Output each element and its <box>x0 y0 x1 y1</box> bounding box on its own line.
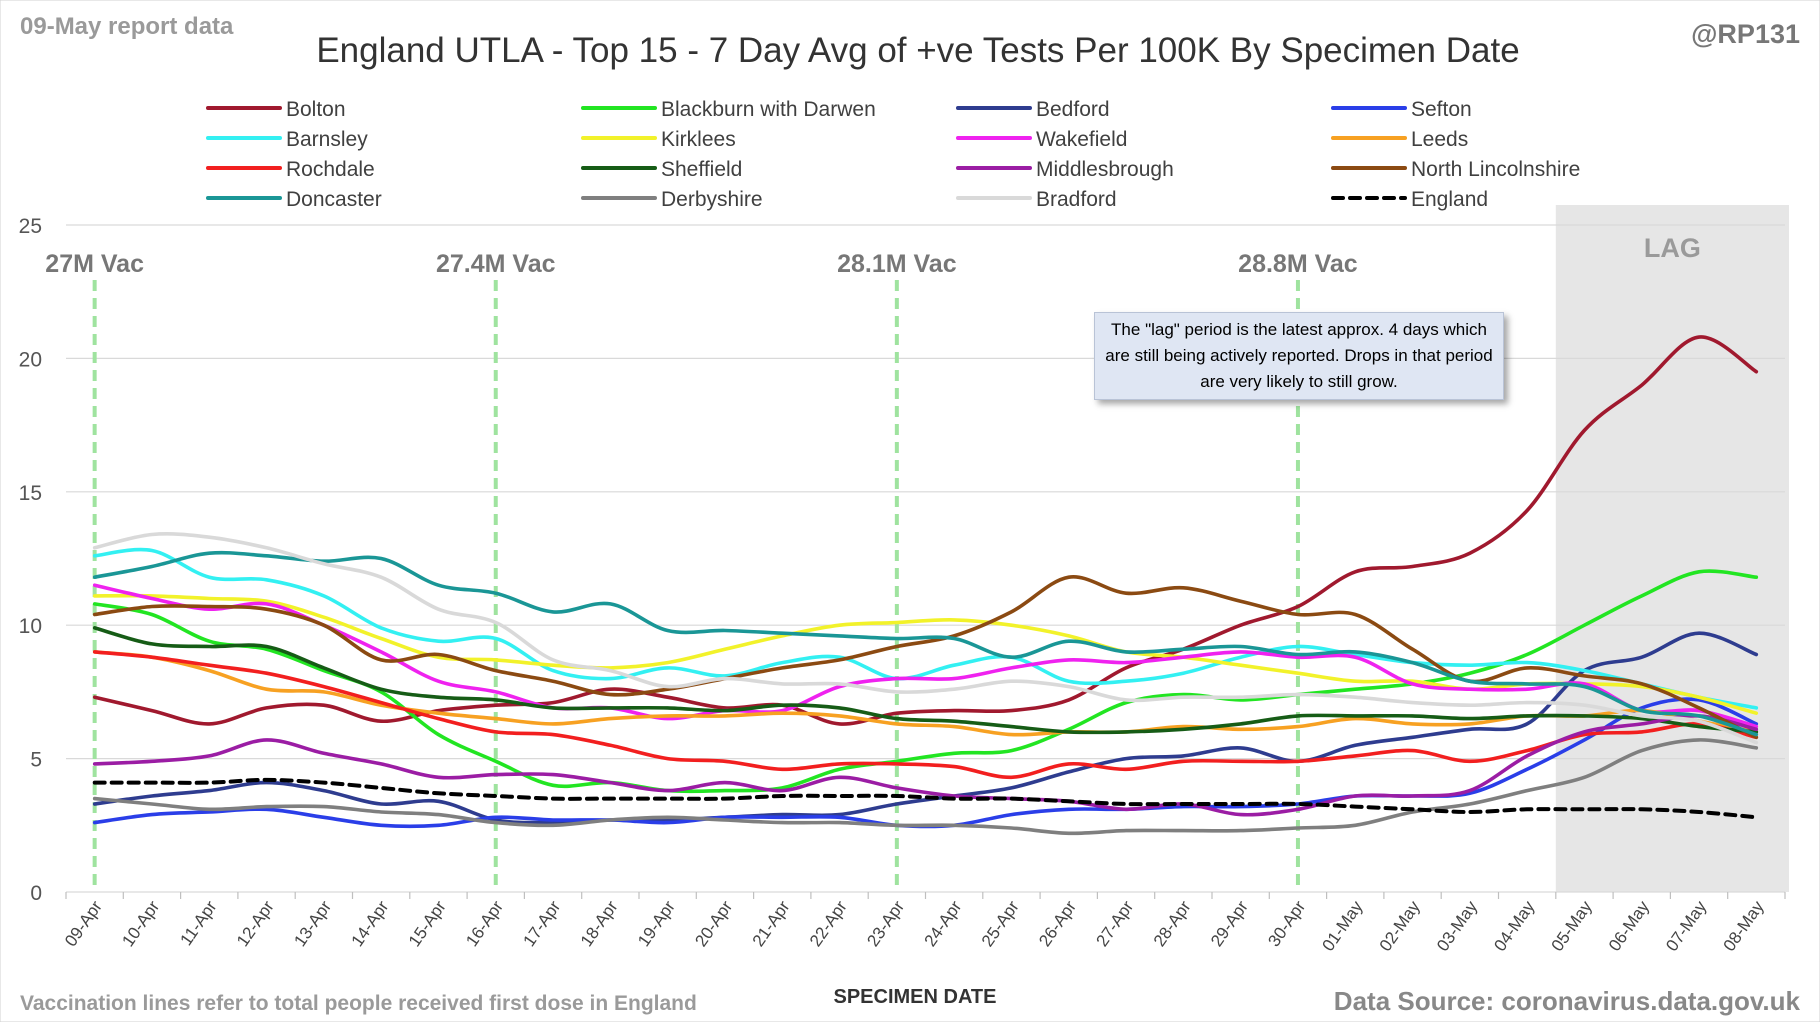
lag-region <box>1555 205 1789 892</box>
legend-label-derbyshire: Derbyshire <box>661 188 763 211</box>
legend-label-sefton: Sefton <box>1411 98 1472 121</box>
series-line-england <box>92 777 1759 820</box>
vaccination-label: 27M Vac <box>45 250 144 278</box>
legend-label-bolton: Bolton <box>286 98 346 121</box>
legend-label-barnsley: Barnsley <box>286 128 368 151</box>
vaccination-footnote: Vaccination lines refer to total people … <box>20 992 697 1015</box>
chart-title: England UTLA - Top 15 - 7 Day Avg of +ve… <box>316 31 1519 70</box>
legend-label-blackburn-with-darwen: Blackburn with Darwen <box>661 98 876 121</box>
y-tick-label: 20 <box>19 348 42 371</box>
series-line-bradford <box>92 532 1759 745</box>
series-line-bolton <box>92 335 1759 726</box>
series-line-doncaster <box>92 550 1759 737</box>
legend-label-leeds: Leeds <box>1411 128 1468 151</box>
legend-label-rochdale: Rochdale <box>286 158 375 181</box>
lag-label: LAG <box>1644 233 1701 263</box>
legend-label-sheffield: Sheffield <box>661 158 742 181</box>
series-lines <box>92 335 1759 836</box>
vaccination-label: 27.4M Vac <box>436 250 556 278</box>
data-source: Data Source: coronavirus.data.gov.uk <box>1334 986 1801 1016</box>
series-line-rochdale <box>92 650 1759 780</box>
lag-note-box: The "lag" period is the latest approx. 4… <box>1094 312 1504 400</box>
y-tick-label: 5 <box>30 749 42 772</box>
series-line-wakefield <box>92 583 1759 729</box>
y-tick-label: 0 <box>30 882 42 905</box>
legend-label-middlesbrough: Middlesbrough <box>1036 158 1174 181</box>
vaccination-label: 28.1M Vac <box>837 250 957 278</box>
report-date-label: 09-May report data <box>20 13 234 40</box>
legend-label-england: England <box>1411 188 1488 211</box>
vaccination-label: 28.8M Vac <box>1238 250 1358 278</box>
legend-label-doncaster: Doncaster <box>286 188 382 211</box>
series-line-derbyshire <box>92 738 1759 836</box>
series-line-sheffield <box>92 626 1759 735</box>
legend-label-bradford: Bradford <box>1036 188 1117 211</box>
y-tick-label: 25 <box>19 215 42 238</box>
y-tick-label: 10 <box>19 615 42 638</box>
legend-label-north-lincolnshire: North Lincolnshire <box>1411 158 1580 181</box>
series-line-middlesbrough <box>92 714 1759 817</box>
x-axis-title: SPECIMEN DATE <box>834 986 997 1008</box>
series-line-leeds <box>92 650 1759 737</box>
legend-label-kirklees: Kirklees <box>661 128 736 151</box>
legend-label-wakefield: Wakefield <box>1036 128 1127 151</box>
legend: Bolton Blackburn with Darwen Bedford Sefton… <box>206 98 1580 211</box>
y-tick-label: 15 <box>19 482 42 505</box>
legend-label-bedford: Bedford <box>1036 98 1110 121</box>
author-handle: @RP131 <box>1691 19 1800 49</box>
